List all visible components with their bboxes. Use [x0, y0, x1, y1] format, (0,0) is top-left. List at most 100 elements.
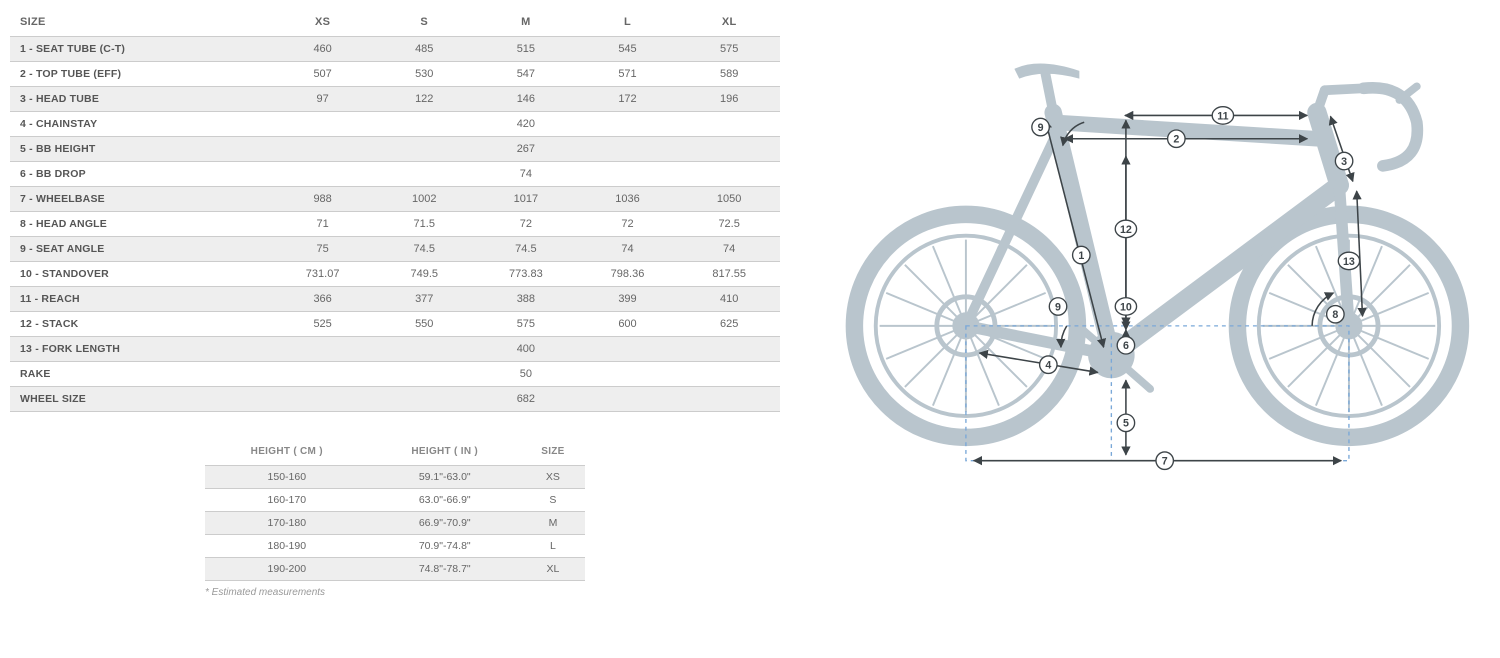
table-row: 10 - STANDOVER731.07749.5773.83798.36817…	[10, 262, 780, 287]
geometry-cell	[272, 387, 374, 412]
geometry-cell: 74	[577, 237, 679, 262]
table-row: 8 - HEAD ANGLE7171.5727272.5	[10, 212, 780, 237]
geometry-cell: 75	[272, 237, 374, 262]
geometry-cell	[373, 162, 475, 187]
geometry-cell: 97	[272, 87, 374, 112]
sizing-cell: 160-170	[205, 489, 369, 512]
sizing-cell: 63.0"-66.9"	[369, 489, 521, 512]
geometry-cell: 530	[373, 62, 475, 87]
table-row: 12 - STACK525550575600625	[10, 312, 780, 337]
geometry-cell	[272, 112, 374, 137]
geometry-cell: 547	[475, 62, 577, 87]
sizing-cell: 170-180	[205, 512, 369, 535]
geometry-cell: 485	[373, 37, 475, 62]
table-row: 2 - TOP TUBE (EFF)507530547571589	[10, 62, 780, 87]
diagram-marker-1: 1	[1078, 250, 1084, 262]
geometry-row-label: 8 - HEAD ANGLE	[10, 212, 272, 237]
diagram-marker-2: 2	[1173, 134, 1179, 146]
geometry-cell: 366	[272, 287, 374, 312]
table-row: 5 - BB HEIGHT267	[10, 137, 780, 162]
sizing-cell: 74.8"-78.7"	[369, 558, 521, 581]
geometry-cell: 749.5	[373, 262, 475, 287]
geometry-cell	[577, 387, 679, 412]
sizing-cell: 180-190	[205, 535, 369, 558]
geometry-cell: 50	[475, 362, 577, 387]
geometry-cell: 196	[678, 87, 780, 112]
geometry-cell: 545	[577, 37, 679, 62]
table-row: WHEEL SIZE 682	[10, 387, 780, 412]
diagram-marker-12: 12	[1120, 224, 1132, 236]
geometry-header-xs: XS	[272, 8, 374, 37]
geometry-row-label: 7 - WHEELBASE	[10, 187, 272, 212]
geometry-cell	[577, 162, 679, 187]
geometry-cell	[678, 162, 780, 187]
geometry-cell	[272, 337, 374, 362]
table-row: 180-19070.9"-74.8"L	[205, 535, 585, 558]
diagram-marker-13: 13	[1343, 256, 1355, 268]
table-row: 160-17063.0"-66.9"S	[205, 489, 585, 512]
table-row: 1 - SEAT TUBE (C-T)460485515545575	[10, 37, 780, 62]
geometry-cell: 74	[678, 237, 780, 262]
table-row: 3 - HEAD TUBE97122146172196	[10, 87, 780, 112]
geometry-cell: 798.36	[577, 262, 679, 287]
geometry-row-label: WHEEL SIZE	[10, 387, 272, 412]
geometry-cell: 515	[475, 37, 577, 62]
geometry-cell: 575	[678, 37, 780, 62]
geometry-row-label: 13 - FORK LENGTH	[10, 337, 272, 362]
geometry-cell: 74	[475, 162, 577, 187]
geometry-cell: 571	[577, 62, 679, 87]
sizing-cell: 66.9"-70.9"	[369, 512, 521, 535]
table-row: 9 - SEAT ANGLE7574.574.57474	[10, 237, 780, 262]
sizing-cell: 190-200	[205, 558, 369, 581]
geometry-row-label: 2 - TOP TUBE (EFF)	[10, 62, 272, 87]
geometry-cell: 682	[475, 387, 577, 412]
geometry-cell: 525	[272, 312, 374, 337]
bike-geometry-diagram: 123456789910111213	[835, 28, 1475, 488]
geometry-header-size: SIZE	[10, 8, 272, 37]
geometry-cell: 575	[475, 312, 577, 337]
geometry-cell: 267	[475, 137, 577, 162]
geometry-cell	[678, 337, 780, 362]
geometry-cell: 71	[272, 212, 374, 237]
geometry-cell: 400	[475, 337, 577, 362]
geometry-cell	[678, 112, 780, 137]
geometry-cell: 410	[678, 287, 780, 312]
diagram-marker-9b: 9	[1055, 301, 1061, 313]
geometry-cell	[678, 137, 780, 162]
geometry-cell: 550	[373, 312, 475, 337]
sizing-cell: XL	[521, 558, 585, 581]
sizing-table: HEIGHT ( CM )HEIGHT ( IN )SIZE 150-16059…	[205, 438, 585, 581]
table-row: 150-16059.1"-63.0"XS	[205, 466, 585, 489]
geometry-row-label: 11 - REACH	[10, 287, 272, 312]
diagram-marker-7: 7	[1162, 456, 1168, 468]
geometry-cell: 74.5	[373, 237, 475, 262]
geometry-cell: 72	[577, 212, 679, 237]
geometry-cell: 625	[678, 312, 780, 337]
diagram-marker-3: 3	[1341, 156, 1347, 168]
sizing-cell: 59.1"-63.0"	[369, 466, 521, 489]
table-row: 190-20074.8"-78.7"XL	[205, 558, 585, 581]
diagram-marker-9: 9	[1038, 122, 1044, 134]
geometry-table: SIZEXSSMLXL 1 - SEAT TUBE (C-T)460485515…	[10, 8, 780, 412]
geometry-cell: 731.07	[272, 262, 374, 287]
sizing-cell: M	[521, 512, 585, 535]
geometry-cell: 74.5	[475, 237, 577, 262]
geometry-cell: 1036	[577, 187, 679, 212]
geometry-cell: 172	[577, 87, 679, 112]
geometry-cell: 600	[577, 312, 679, 337]
geometry-row-label: 9 - SEAT ANGLE	[10, 237, 272, 262]
geometry-cell: 1017	[475, 187, 577, 212]
geometry-row-label: 1 - SEAT TUBE (C-T)	[10, 37, 272, 62]
geometry-header-l: L	[577, 8, 679, 37]
geometry-cell: 817.55	[678, 262, 780, 287]
geometry-cell: 589	[678, 62, 780, 87]
geometry-cell: 72.5	[678, 212, 780, 237]
geometry-cell	[577, 137, 679, 162]
diagram-marker-8: 8	[1332, 309, 1338, 321]
sizing-cell: S	[521, 489, 585, 512]
geometry-row-label: 3 - HEAD TUBE	[10, 87, 272, 112]
geometry-cell	[373, 137, 475, 162]
geometry-cell	[577, 337, 679, 362]
diagram-marker-10: 10	[1120, 301, 1132, 313]
geometry-cell: 988	[272, 187, 374, 212]
